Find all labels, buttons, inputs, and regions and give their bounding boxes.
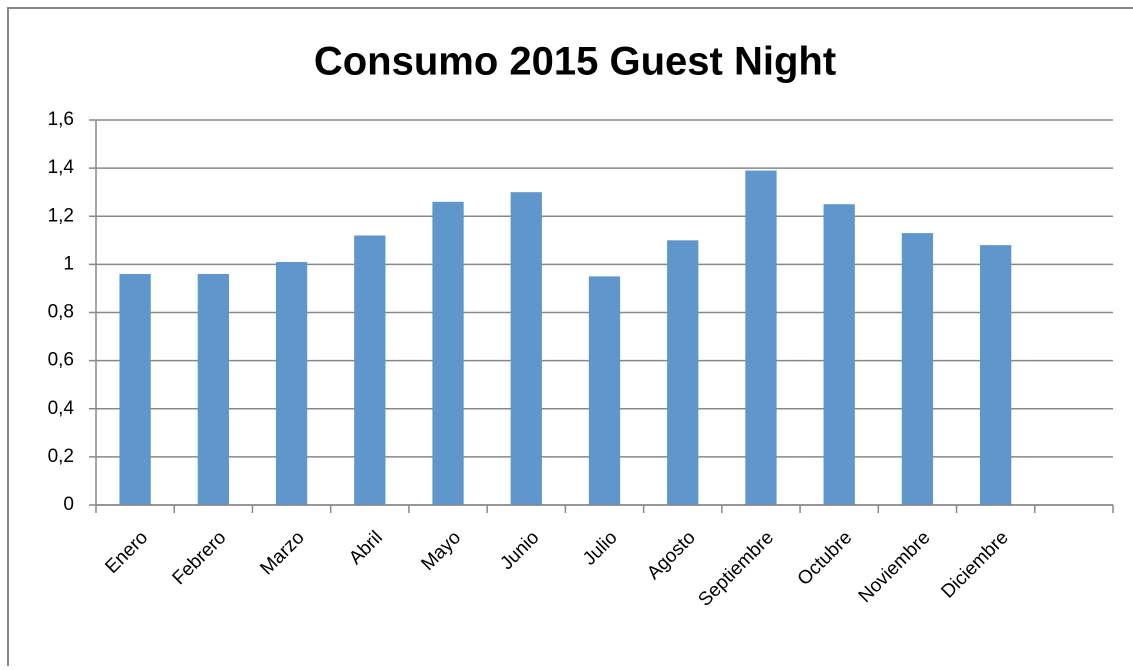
bar: [901, 233, 934, 505]
bar: [197, 274, 229, 505]
y-tick-label: 1,2: [48, 205, 74, 226]
bar: [432, 201, 464, 505]
y-tick-label: 0: [63, 494, 74, 515]
y-tick-label: 0,4: [48, 398, 75, 419]
chart-title: Consumo 2015 Guest Night: [314, 40, 836, 84]
y-tick-label: 0,2: [48, 446, 74, 467]
y-tick-label: 0,8: [48, 302, 74, 323]
bar: [823, 204, 855, 505]
y-tick-label: 1,4: [48, 157, 75, 178]
bar: [510, 192, 542, 505]
bar: [588, 276, 621, 505]
bar: [275, 261, 308, 505]
bar: [667, 240, 699, 505]
chart-frame: [7, 7, 1133, 671]
y-tick-label: 1,6: [48, 109, 74, 130]
bar: [354, 235, 386, 505]
bar: [745, 170, 777, 505]
y-tick-label: 0,6: [48, 350, 74, 371]
bar: [119, 274, 151, 505]
bar: [980, 245, 1012, 505]
y-tick-label: 1: [63, 253, 74, 274]
